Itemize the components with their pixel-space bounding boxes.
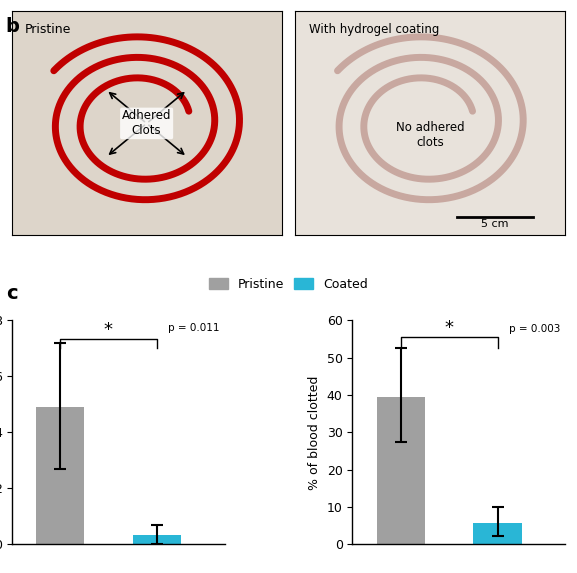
Bar [36, 407, 84, 544]
Text: Adhered
Clots: Adhered Clots [122, 109, 171, 138]
Text: 5 cm: 5 cm [481, 219, 509, 229]
Text: Pristine: Pristine [25, 23, 72, 36]
Text: p = 0.003: p = 0.003 [509, 324, 561, 333]
Bar [133, 535, 181, 544]
Text: *: * [445, 319, 454, 337]
Text: *: * [104, 321, 113, 339]
Bar [474, 523, 522, 544]
Legend: Pristine, Coated: Pristine, Coated [204, 273, 373, 296]
Text: p = 0.011: p = 0.011 [168, 323, 220, 333]
Text: b: b [6, 17, 20, 36]
Y-axis label: % of blood clotted: % of blood clotted [308, 375, 321, 489]
Bar [377, 397, 425, 544]
Text: With hydrogel coating: With hydrogel coating [309, 23, 439, 36]
Text: No adhered
clots: No adhered clots [396, 120, 464, 148]
Text: c: c [6, 284, 17, 303]
